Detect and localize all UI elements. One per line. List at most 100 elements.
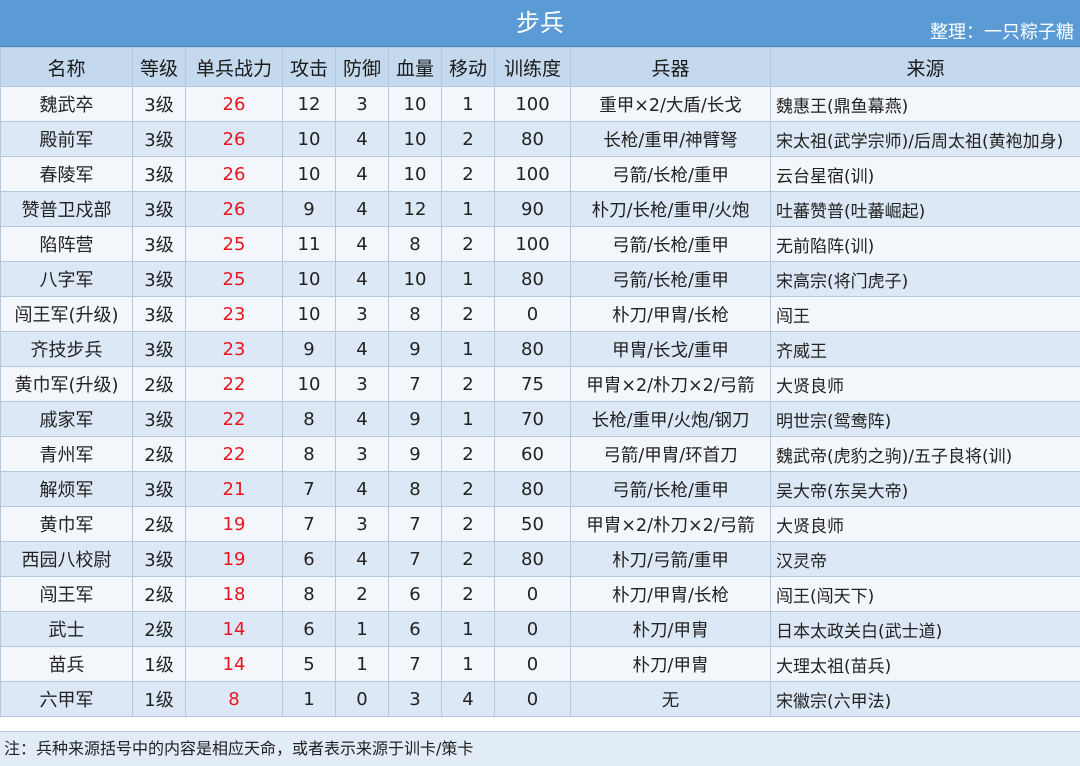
source-cell[interactable]: 吴大帝(东吴大帝)	[770, 471, 1080, 507]
source-cell[interactable]: 宋徽宗(六甲法)	[770, 681, 1080, 717]
defense-cell[interactable]: 4	[335, 471, 389, 507]
level-cell[interactable]: 2级	[132, 576, 186, 612]
attack-cell[interactable]: 12	[282, 86, 336, 122]
defense-cell[interactable]: 1	[335, 611, 389, 647]
attack-cell[interactable]: 10	[282, 261, 336, 297]
source-cell[interactable]: 闯王	[770, 296, 1080, 332]
move-cell[interactable]: 2	[441, 541, 495, 577]
power-cell[interactable]: 22	[185, 401, 283, 437]
power-cell[interactable]: 8	[185, 681, 283, 717]
attack-cell[interactable]: 7	[282, 471, 336, 507]
defense-cell[interactable]: 0	[335, 681, 389, 717]
weapons-cell[interactable]: 朴刀/弓箭/重甲	[570, 541, 771, 577]
defense-cell[interactable]: 4	[335, 331, 389, 367]
unit-name-cell[interactable]: 闯王军	[0, 576, 133, 612]
defense-cell[interactable]: 3	[335, 86, 389, 122]
training-cell[interactable]: 80	[494, 471, 571, 507]
source-cell[interactable]: 吐蕃赞普(吐蕃崛起)	[770, 191, 1080, 227]
source-cell[interactable]: 宋高宗(将门虎子)	[770, 261, 1080, 297]
header-defense[interactable]: 防御	[335, 47, 389, 87]
training-cell[interactable]: 80	[494, 121, 571, 157]
weapons-cell[interactable]: 弓箭/长枪/重甲	[570, 226, 771, 262]
header-attack[interactable]: 攻击	[282, 47, 336, 87]
hp-cell[interactable]: 10	[388, 86, 442, 122]
hp-cell[interactable]: 7	[388, 646, 442, 682]
attack-cell[interactable]: 5	[282, 646, 336, 682]
source-cell[interactable]: 宋太祖(武学宗师)/后周太祖(黄袍加身)	[770, 121, 1080, 157]
attack-cell[interactable]: 9	[282, 191, 336, 227]
training-cell[interactable]: 0	[494, 646, 571, 682]
header-power[interactable]: 单兵战力	[185, 47, 283, 87]
move-cell[interactable]: 2	[441, 436, 495, 472]
level-cell[interactable]: 2级	[132, 506, 186, 542]
move-cell[interactable]: 1	[441, 611, 495, 647]
weapons-cell[interactable]: 重甲×2/大盾/长戈	[570, 86, 771, 122]
source-cell[interactable]: 大贤良师	[770, 366, 1080, 402]
weapons-cell[interactable]: 无	[570, 681, 771, 717]
hp-cell[interactable]: 8	[388, 471, 442, 507]
source-cell[interactable]: 云台星宿(训)	[770, 156, 1080, 192]
header-weapons[interactable]: 兵器	[570, 47, 771, 87]
attack-cell[interactable]: 6	[282, 611, 336, 647]
move-cell[interactable]: 1	[441, 86, 495, 122]
defense-cell[interactable]: 3	[335, 366, 389, 402]
level-cell[interactable]: 1级	[132, 646, 186, 682]
power-cell[interactable]: 25	[185, 226, 283, 262]
power-cell[interactable]: 21	[185, 471, 283, 507]
move-cell[interactable]: 2	[441, 156, 495, 192]
unit-name-cell[interactable]: 殿前军	[0, 121, 133, 157]
source-cell[interactable]: 魏惠王(鼎鱼幕燕)	[770, 86, 1080, 122]
defense-cell[interactable]: 4	[335, 191, 389, 227]
hp-cell[interactable]: 9	[388, 436, 442, 472]
move-cell[interactable]: 1	[441, 191, 495, 227]
level-cell[interactable]: 1级	[132, 681, 186, 717]
weapons-cell[interactable]: 长枪/重甲/火炮/钢刀	[570, 401, 771, 437]
hp-cell[interactable]: 8	[388, 226, 442, 262]
hp-cell[interactable]: 10	[388, 121, 442, 157]
level-cell[interactable]: 3级	[132, 86, 186, 122]
header-hp[interactable]: 血量	[388, 47, 442, 87]
unit-name-cell[interactable]: 赞普卫戍部	[0, 191, 133, 227]
move-cell[interactable]: 2	[441, 471, 495, 507]
attack-cell[interactable]: 9	[282, 331, 336, 367]
source-cell[interactable]: 汉灵帝	[770, 541, 1080, 577]
defense-cell[interactable]: 4	[335, 401, 389, 437]
source-cell[interactable]: 闯王(闯天下)	[770, 576, 1080, 612]
unit-name-cell[interactable]: 春陵军	[0, 156, 133, 192]
power-cell[interactable]: 23	[185, 331, 283, 367]
weapons-cell[interactable]: 甲胄×2/朴刀×2/弓箭	[570, 366, 771, 402]
training-cell[interactable]: 0	[494, 576, 571, 612]
power-cell[interactable]: 22	[185, 366, 283, 402]
attack-cell[interactable]: 11	[282, 226, 336, 262]
move-cell[interactable]: 4	[441, 681, 495, 717]
unit-name-cell[interactable]: 陷阵营	[0, 226, 133, 262]
training-cell[interactable]: 0	[494, 611, 571, 647]
header-source[interactable]: 来源	[770, 47, 1080, 87]
defense-cell[interactable]: 4	[335, 121, 389, 157]
attack-cell[interactable]: 10	[282, 296, 336, 332]
hp-cell[interactable]: 9	[388, 331, 442, 367]
hp-cell[interactable]: 7	[388, 506, 442, 542]
power-cell[interactable]: 14	[185, 611, 283, 647]
attack-cell[interactable]: 10	[282, 156, 336, 192]
move-cell[interactable]: 1	[441, 646, 495, 682]
move-cell[interactable]: 2	[441, 576, 495, 612]
header-level[interactable]: 等级	[132, 47, 186, 87]
weapons-cell[interactable]: 朴刀/甲胄/长枪	[570, 576, 771, 612]
power-cell[interactable]: 25	[185, 261, 283, 297]
weapons-cell[interactable]: 朴刀/甲胄	[570, 646, 771, 682]
weapons-cell[interactable]: 弓箭/甲胄/环首刀	[570, 436, 771, 472]
hp-cell[interactable]: 10	[388, 261, 442, 297]
weapons-cell[interactable]: 朴刀/甲胄	[570, 611, 771, 647]
power-cell[interactable]: 14	[185, 646, 283, 682]
training-cell[interactable]: 0	[494, 296, 571, 332]
defense-cell[interactable]: 3	[335, 296, 389, 332]
defense-cell[interactable]: 3	[335, 436, 389, 472]
training-cell[interactable]: 70	[494, 401, 571, 437]
attack-cell[interactable]: 6	[282, 541, 336, 577]
move-cell[interactable]: 2	[441, 366, 495, 402]
attack-cell[interactable]: 8	[282, 576, 336, 612]
level-cell[interactable]: 3级	[132, 541, 186, 577]
hp-cell[interactable]: 12	[388, 191, 442, 227]
attack-cell[interactable]: 8	[282, 401, 336, 437]
